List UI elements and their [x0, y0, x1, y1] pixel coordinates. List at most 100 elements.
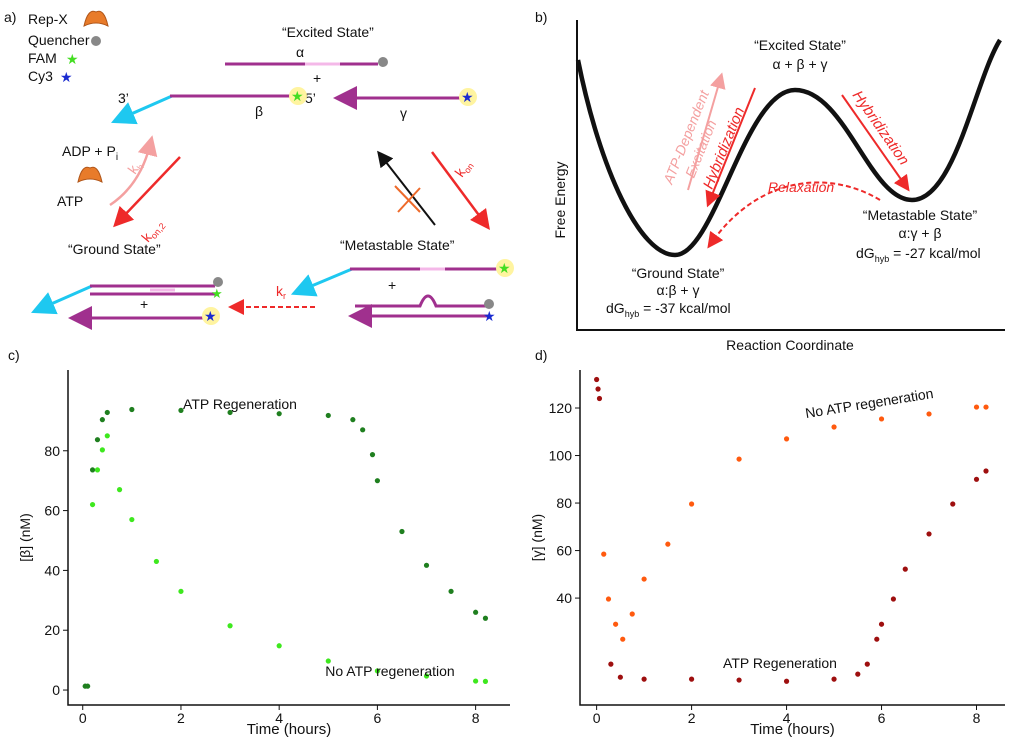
- x-tick-label: 2: [688, 710, 696, 726]
- state-label: “Metastable State”: [340, 237, 455, 253]
- block-x: [394, 185, 421, 213]
- data-point: [983, 468, 989, 474]
- y-tick-label: 40: [556, 590, 572, 606]
- kon2-arrow: [113, 156, 181, 228]
- data-point: [926, 531, 932, 537]
- series-label: ATP Regeneration: [723, 655, 837, 671]
- data-point: [473, 609, 479, 615]
- cy3-star: ★: [461, 89, 474, 105]
- x-axis-label: Time (hours): [247, 721, 331, 738]
- alpha-strand: [355, 294, 486, 308]
- data-point: [736, 677, 742, 683]
- halo: [496, 259, 514, 277]
- arrow: [841, 94, 910, 192]
- state-eq: α:γ + β: [899, 225, 942, 241]
- subscript: h: [135, 162, 146, 172]
- y-tick-label: 20: [44, 622, 60, 638]
- data-point: [641, 576, 647, 582]
- panel-a: a) Rep-X Quencher FAM ★ Cy3 ★ “Excited S…: [4, 9, 514, 330]
- x-tick-label: 6: [374, 710, 382, 726]
- data-point: [129, 516, 135, 523]
- y-tick-label: 100: [549, 448, 573, 464]
- repx-icon: [77, 166, 103, 183]
- subscript: hyb: [875, 254, 890, 264]
- data-point: [99, 417, 105, 423]
- data-point: [864, 661, 870, 667]
- data-point: [608, 661, 614, 667]
- data-point: [227, 409, 233, 416]
- annotation: Relaxation: [768, 179, 834, 195]
- reactant: ATP: [57, 193, 83, 209]
- fam-star: ★: [291, 88, 304, 104]
- overhang: [31, 284, 93, 315]
- data-point: [448, 588, 454, 594]
- data-point: [688, 501, 695, 507]
- data-point: [276, 411, 282, 417]
- end-label: 5’: [305, 90, 316, 106]
- subscript: i: [116, 152, 118, 163]
- strand-label: α: [296, 44, 304, 60]
- block-x: [397, 187, 421, 213]
- arrow: [687, 72, 726, 191]
- data-point: [983, 404, 989, 410]
- panel-b: b) Free Energy Reaction Coordinate “Exci…: [535, 9, 1005, 353]
- data-point: [325, 412, 331, 419]
- data-point: [99, 447, 105, 453]
- quencher-icon: [91, 36, 101, 46]
- data-point: [178, 588, 184, 594]
- panel-label: d): [535, 347, 547, 363]
- data-point: [613, 621, 619, 627]
- subscript: on: [462, 161, 476, 175]
- axis-label: Reaction Coordinate: [726, 337, 854, 353]
- data-point: [350, 417, 356, 423]
- series-label: ATP Regeneration: [183, 396, 297, 412]
- data-point: [473, 678, 479, 684]
- x-tick-label: 2: [177, 710, 185, 726]
- legend-text: Cy3: [28, 68, 53, 84]
- dg: dGhyb = -27 kcal/mol: [856, 245, 981, 264]
- data-point: [104, 433, 110, 439]
- beta-overhang: [111, 94, 173, 125]
- y-axis-label: [β] (nM): [17, 513, 33, 562]
- data-point: [950, 501, 956, 507]
- data-point: [878, 416, 885, 422]
- axes: [579, 370, 1005, 706]
- plus: +: [388, 277, 396, 293]
- data-point: [374, 668, 380, 674]
- series-label: No ATP regeneration: [325, 663, 454, 679]
- strand-label: γ: [400, 105, 407, 121]
- dg: dGhyb = -37 kcal/mol: [606, 300, 731, 319]
- data-point: [116, 487, 123, 493]
- data-point: [736, 456, 742, 462]
- data-point: [369, 452, 376, 458]
- halo: [202, 307, 220, 325]
- overhang: [290, 267, 353, 297]
- text: ADP + P: [62, 143, 116, 159]
- x-tick-label: 0: [593, 710, 601, 726]
- data-point: [890, 596, 897, 602]
- halo: [289, 87, 307, 105]
- data-point: [973, 404, 980, 410]
- y-tick-label: 0: [52, 682, 60, 698]
- legend-text: FAM: [28, 50, 57, 66]
- panel-label: b): [535, 9, 547, 25]
- state-label: “Excited State”: [282, 24, 374, 40]
- x-tick-label: 8: [472, 710, 480, 726]
- y-axis-label: [γ] (nM): [529, 514, 545, 561]
- data-point: [665, 541, 671, 547]
- text: = -27 kcal/mol: [889, 245, 980, 261]
- y-tick-label: 120: [549, 400, 573, 416]
- data-point: [855, 671, 861, 677]
- x-tick-label: 4: [783, 710, 791, 726]
- data-point: [325, 658, 331, 664]
- reactant: ADP + Pi: [62, 143, 118, 163]
- data-point: [783, 436, 790, 442]
- y-tick-label: 40: [44, 562, 60, 578]
- data-point: [276, 643, 282, 649]
- end-label: 3’: [118, 90, 129, 106]
- y-tick-label: 60: [556, 543, 572, 559]
- series-label: No ATP regeneration: [804, 385, 934, 421]
- panel-label: c): [8, 347, 20, 363]
- legend-text: Rep-X: [28, 11, 68, 27]
